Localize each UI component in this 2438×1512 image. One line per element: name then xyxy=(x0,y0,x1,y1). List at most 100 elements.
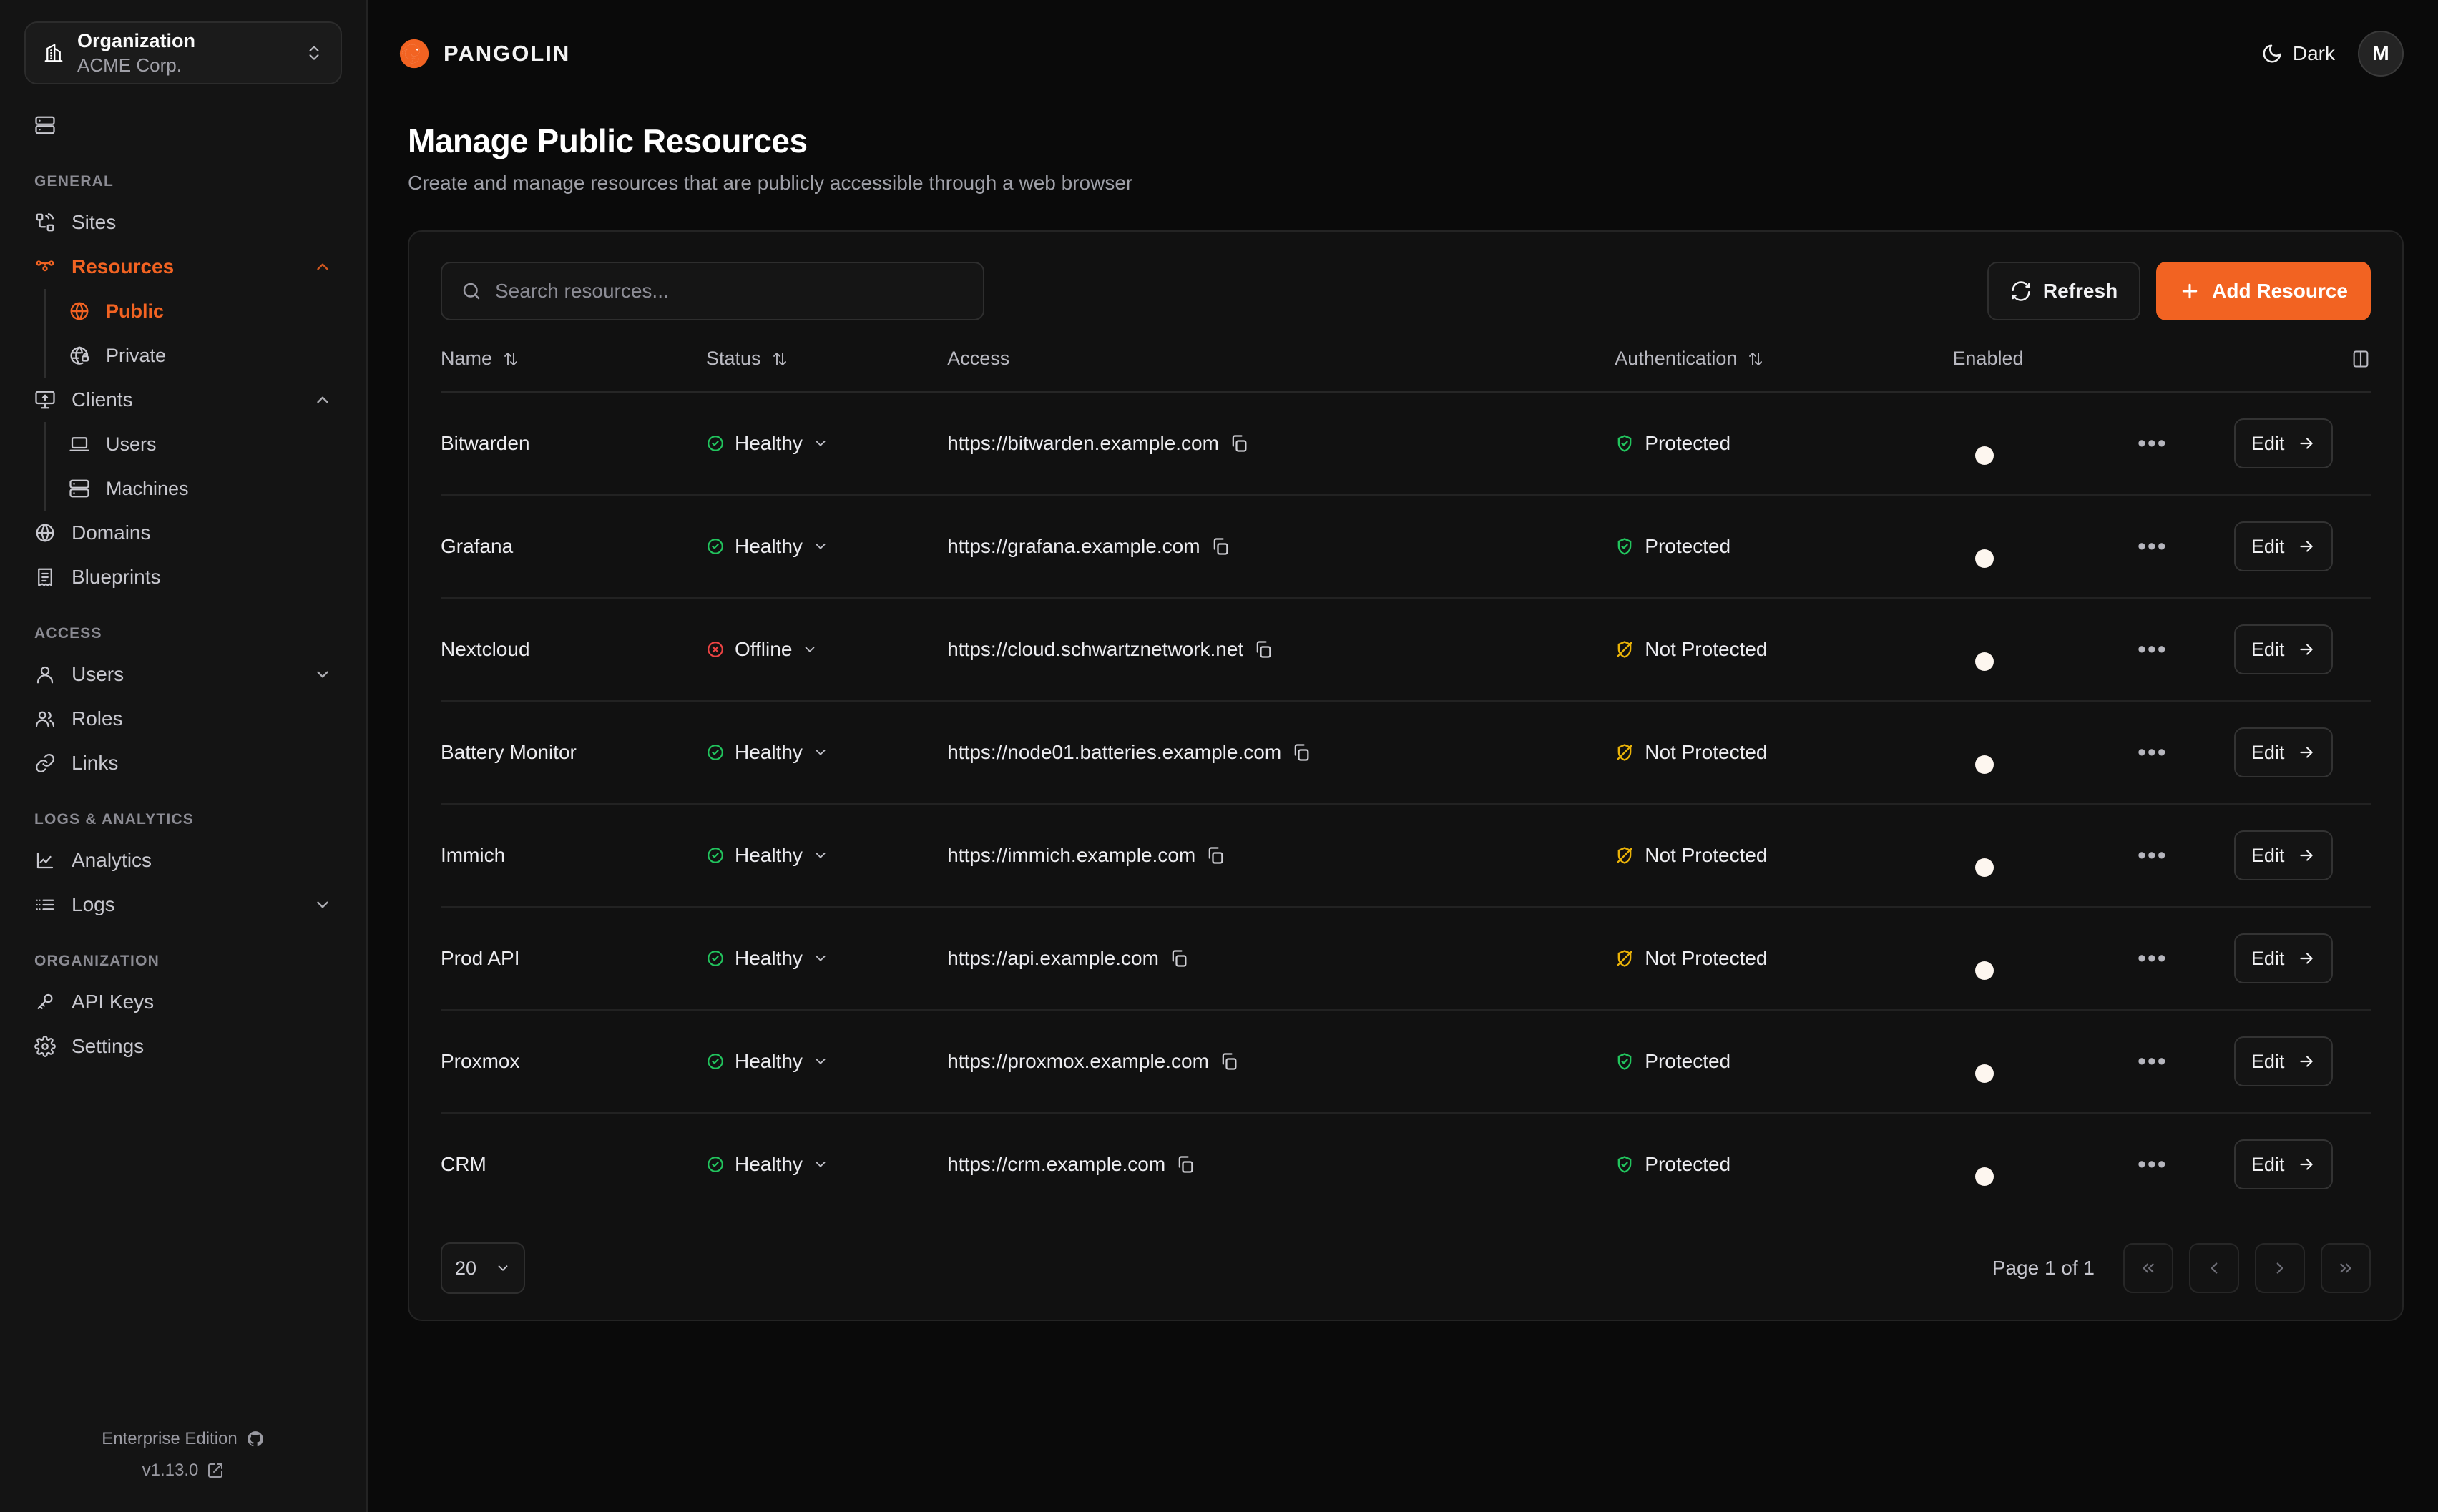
sidebar-item-settings[interactable]: Settings xyxy=(24,1024,342,1069)
resource-url[interactable]: https://crm.example.com xyxy=(947,1153,1166,1175)
column-header-status[interactable]: Status xyxy=(705,348,948,393)
edit-button[interactable]: Edit xyxy=(2233,624,2334,674)
edit-button[interactable]: Edit xyxy=(2233,933,2334,983)
sidebar-item-blueprints[interactable]: Blueprints xyxy=(24,555,342,599)
copy-icon[interactable] xyxy=(1229,433,1249,453)
table-row[interactable]: Proxmox Healthy https://proxmox.example.… xyxy=(441,1010,2371,1114)
status-badge[interactable]: Healthy xyxy=(706,432,947,455)
row-menu-button[interactable]: ••• xyxy=(2137,429,2168,457)
chevron-down-icon[interactable] xyxy=(313,895,332,914)
status-badge[interactable]: Healthy xyxy=(706,741,947,764)
resource-url[interactable]: https://node01.batteries.example.com xyxy=(947,741,1282,763)
table-row[interactable]: Bitwarden Healthy https://bitwarden.exam… xyxy=(441,392,2371,496)
chevron-down-icon[interactable] xyxy=(802,642,818,657)
prev-page-button[interactable] xyxy=(2189,1243,2239,1293)
github-icon[interactable] xyxy=(246,1430,265,1448)
row-menu-button[interactable]: ••• xyxy=(2137,532,2168,560)
table-row[interactable]: Immich Healthy https://immich.example.co… xyxy=(441,804,2371,908)
row-menu-button[interactable]: ••• xyxy=(2137,1047,2168,1075)
copy-icon[interactable] xyxy=(1175,1154,1195,1174)
theme-toggle[interactable]: Dark xyxy=(2261,42,2335,65)
sidebar-item-analytics[interactable]: Analytics xyxy=(24,838,342,883)
sidebar-item-api-keys[interactable]: API Keys xyxy=(24,980,342,1024)
chevron-up-icon[interactable] xyxy=(313,257,332,276)
edit-button[interactable]: Edit xyxy=(2233,1036,2334,1086)
search-box[interactable] xyxy=(441,262,984,320)
chevron-down-icon[interactable] xyxy=(813,1054,828,1069)
edit-button[interactable]: Edit xyxy=(2233,727,2334,777)
first-page-button[interactable] xyxy=(2123,1243,2173,1293)
edit-button[interactable]: Edit xyxy=(2233,1139,2334,1189)
sidebar-item-client-users[interactable]: Users xyxy=(59,422,342,466)
copy-icon[interactable] xyxy=(1169,948,1189,968)
columns-icon[interactable] xyxy=(2351,349,2371,369)
status-badge[interactable]: Healthy xyxy=(706,1153,947,1176)
chevron-down-icon[interactable] xyxy=(813,539,828,554)
resource-url[interactable]: https://cloud.schwartznetwork.net xyxy=(947,638,1244,660)
sidebar-item-domains[interactable]: Domains xyxy=(24,511,342,555)
resource-url[interactable]: https://immich.example.com xyxy=(947,844,1196,866)
status-badge[interactable]: Healthy xyxy=(706,844,947,867)
sidebar-item-resources[interactable]: Resources xyxy=(24,245,342,289)
sidebar-item-public[interactable]: Public xyxy=(59,289,342,333)
column-header-name[interactable]: Name xyxy=(441,348,706,393)
edit-button[interactable]: Edit xyxy=(2233,830,2334,880)
sidebar-item-sites[interactable]: Sites xyxy=(24,200,342,245)
refresh-button[interactable]: Refresh xyxy=(1987,262,2141,320)
chevron-down-icon[interactable] xyxy=(813,1157,828,1172)
status-badge[interactable]: Offline xyxy=(706,638,947,661)
sidebar-item-server-admin[interactable] xyxy=(24,103,342,147)
sidebar-item-logs[interactable]: Logs xyxy=(24,883,342,927)
avatar[interactable]: M xyxy=(2358,31,2404,77)
sidebar-item-clients[interactable]: Clients xyxy=(24,378,342,422)
table-row[interactable]: CRM Healthy https://crm.example.com Prot… xyxy=(441,1113,2371,1215)
copy-icon[interactable] xyxy=(1253,639,1273,659)
status-badge[interactable]: Healthy xyxy=(706,535,947,558)
chevron-down-icon[interactable] xyxy=(813,951,828,966)
add-resource-button[interactable]: Add Resource xyxy=(2156,262,2371,320)
row-menu-button[interactable]: ••• xyxy=(2137,1150,2168,1178)
chevron-down-icon[interactable] xyxy=(813,848,828,863)
resource-url[interactable]: https://grafana.example.com xyxy=(947,535,1200,557)
edit-button[interactable]: Edit xyxy=(2233,521,2334,571)
column-header-view-options[interactable] xyxy=(2233,348,2371,393)
last-page-button[interactable] xyxy=(2321,1243,2371,1293)
resource-url[interactable]: https://proxmox.example.com xyxy=(947,1050,1209,1072)
row-menu-button[interactable]: ••• xyxy=(2137,738,2168,766)
status-label: Healthy xyxy=(734,1050,803,1072)
sidebar-item-roles[interactable]: Roles xyxy=(24,697,342,741)
table-row[interactable]: Prod API Healthy https://api.example.com… xyxy=(441,907,2371,1011)
status-badge[interactable]: Healthy xyxy=(706,1050,947,1073)
copy-icon[interactable] xyxy=(1210,536,1230,556)
edit-button[interactable]: Edit xyxy=(2233,418,2334,468)
column-header-authentication[interactable]: Authentication xyxy=(1615,348,1953,393)
chevron-down-icon[interactable] xyxy=(813,436,828,451)
next-page-button[interactable] xyxy=(2255,1243,2305,1293)
page-size-select[interactable]: 20 xyxy=(441,1242,525,1294)
copy-icon[interactable] xyxy=(1219,1051,1239,1071)
edition-line[interactable]: Enterprise Edition xyxy=(24,1429,342,1449)
row-menu-button[interactable]: ••• xyxy=(2137,841,2168,869)
resource-url[interactable]: https://api.example.com xyxy=(947,947,1159,969)
row-menu-button[interactable]: ••• xyxy=(2137,944,2168,972)
version-line[interactable]: v1.13.0 xyxy=(24,1461,342,1481)
resource-url[interactable]: https://bitwarden.example.com xyxy=(947,432,1219,454)
sidebar-item-machines[interactable]: Machines xyxy=(59,466,342,511)
org-switcher[interactable]: Organization ACME Corp. xyxy=(24,21,342,84)
brand[interactable]: PANGOLIN xyxy=(398,37,570,70)
table-row[interactable]: Grafana Healthy https://grafana.example.… xyxy=(441,495,2371,599)
search-input[interactable] xyxy=(495,280,964,303)
status-badge[interactable]: Healthy xyxy=(706,947,947,970)
sidebar-item-private[interactable]: Private xyxy=(59,333,342,378)
table-row[interactable]: Nextcloud Offline https://cloud.schwartz… xyxy=(441,598,2371,702)
chevron-down-icon[interactable] xyxy=(813,745,828,760)
row-menu-button[interactable]: ••• xyxy=(2137,635,2168,663)
external-link-icon[interactable] xyxy=(207,1462,224,1479)
sidebar-item-users[interactable]: Users xyxy=(24,652,342,697)
table-row[interactable]: Battery Monitor Healthy https://node01.b… xyxy=(441,701,2371,805)
sidebar-item-links[interactable]: Links xyxy=(24,741,342,785)
chevron-up-icon[interactable] xyxy=(313,391,332,409)
chevron-down-icon[interactable] xyxy=(313,665,332,684)
copy-icon[interactable] xyxy=(1205,845,1225,865)
copy-icon[interactable] xyxy=(1291,742,1311,762)
